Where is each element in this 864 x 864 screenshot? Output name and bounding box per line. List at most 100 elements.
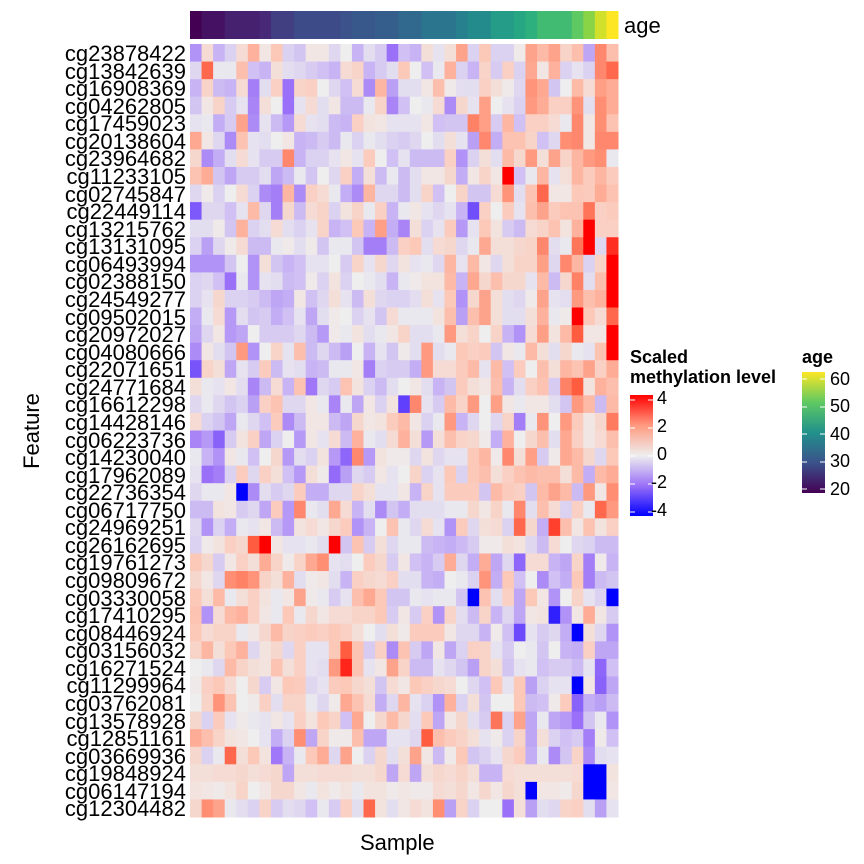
heatmap-cell [328, 61, 341, 80]
heatmap-cell [386, 184, 399, 203]
heatmap-cell [594, 325, 607, 344]
heatmap-cell [247, 465, 260, 484]
heatmap-cell [583, 676, 596, 695]
heatmap-cell [282, 483, 295, 502]
heatmap-cell [502, 202, 515, 221]
age-annotation-cell [294, 11, 307, 39]
heatmap-cell [409, 254, 422, 273]
heatmap-cell [328, 641, 341, 660]
heatmap-cell [537, 202, 550, 221]
heatmap-cell [213, 746, 226, 765]
heatmap-cell [594, 237, 607, 256]
heatmap-cell [421, 764, 434, 783]
heatmap-cell [282, 465, 295, 484]
heatmap-cell [270, 289, 284, 309]
heatmap-cell [386, 131, 399, 150]
heatmap-cell [432, 202, 445, 221]
heatmap-cell [375, 781, 388, 800]
heatmap-cell [236, 658, 249, 677]
heatmap-cell [502, 61, 515, 80]
heatmap-cell [409, 799, 422, 818]
heatmap-cell [294, 711, 307, 730]
heatmap-cell [432, 781, 445, 800]
heatmap-cell [398, 448, 411, 467]
heatmap-cell [537, 746, 550, 765]
heatmap-cell [236, 114, 249, 133]
heatmap-cell [305, 254, 318, 273]
heatmap-cell [201, 658, 214, 677]
heatmap-cell [340, 96, 353, 115]
heatmap-cell [444, 746, 457, 765]
heatmap-cell [190, 694, 203, 713]
heatmap-cell [467, 272, 480, 291]
heatmap-cell [479, 360, 492, 379]
heatmap-cell [363, 96, 376, 115]
heatmap-cell [421, 377, 434, 396]
heatmap-cell [386, 711, 399, 730]
heatmap-cell [375, 395, 388, 414]
heatmap-cell [513, 430, 526, 449]
heatmap-cell [432, 623, 445, 642]
heatmap-cell [398, 606, 411, 625]
heatmap-cell [201, 711, 214, 730]
heatmap-cell [525, 79, 538, 98]
heatmap-cell [259, 325, 272, 344]
heatmap-cell [571, 254, 584, 273]
methylation-colorbar [630, 395, 653, 516]
heatmap-cell [363, 535, 376, 554]
heatmap-cell [594, 272, 607, 291]
heatmap-cell [490, 254, 503, 273]
heatmap-cell [224, 746, 237, 765]
heatmap-cell [456, 535, 469, 554]
heatmap-cell [594, 588, 607, 607]
heatmap-cell [351, 149, 365, 168]
age-annotation-bar [190, 11, 619, 39]
heatmap-cell [398, 553, 411, 572]
heatmap-cell [282, 307, 295, 326]
heatmap-cell [537, 483, 550, 502]
heatmap-cell [305, 184, 318, 203]
heatmap-cell [479, 606, 492, 625]
heatmap-cell [432, 96, 445, 115]
heatmap-cell [560, 202, 573, 221]
heatmap-cell [560, 764, 573, 783]
heatmap-cell [513, 342, 526, 361]
heatmap-cell [606, 342, 619, 361]
heatmap-cell [247, 623, 260, 642]
heatmap-cell [456, 483, 469, 502]
heatmap-cell [386, 781, 399, 800]
heatmap-cell [259, 571, 272, 590]
heatmap-cell [317, 272, 330, 291]
heatmap-cell [525, 166, 538, 186]
heatmap-cell [513, 623, 526, 642]
heatmap-cell [606, 272, 619, 291]
heatmap-cell [213, 219, 226, 238]
heatmap-cell [421, 518, 434, 537]
heatmap-cell [583, 202, 596, 221]
heatmap-cell [513, 641, 526, 660]
heatmap-cell [375, 606, 388, 625]
heatmap-cell [583, 746, 596, 765]
heatmap-cell [490, 430, 503, 449]
heatmap-cell [502, 588, 515, 607]
heatmap-cell [259, 729, 272, 748]
heatmap-cell [305, 131, 318, 150]
heatmap-cell [294, 131, 307, 150]
heatmap-cell [201, 289, 214, 309]
heatmap-cell [467, 377, 480, 396]
heatmap-cell [351, 623, 365, 642]
heatmap-cell [502, 114, 515, 133]
heatmap-cell [594, 746, 607, 765]
heatmap-cell [259, 799, 272, 818]
heatmap-cell [548, 729, 561, 748]
heatmap-cell [594, 694, 607, 713]
heatmap-cell [386, 694, 399, 713]
heatmap-cell [213, 764, 226, 783]
heatmap-cell [259, 307, 272, 326]
heatmap-cell [409, 342, 422, 361]
heatmap-cell [432, 272, 445, 291]
heatmap-cell [490, 518, 503, 537]
heatmap-cell [294, 307, 307, 326]
heatmap-cell [213, 799, 226, 818]
feature-label: cg16271524 [64, 655, 186, 681]
